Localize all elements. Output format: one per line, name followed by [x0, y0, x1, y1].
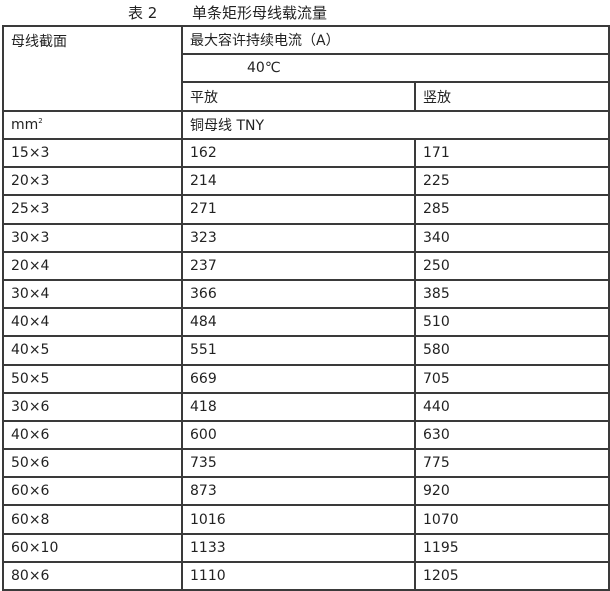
cell-size: 40×6 — [2, 419, 183, 451]
header-vertical: 竖放 — [413, 81, 610, 112]
table-row: 20×4 237 250 — [2, 250, 610, 281]
cell-size: 40×5 — [2, 335, 183, 366]
cell-size: 15×3 — [2, 137, 183, 169]
cell-vertical: 250 — [413, 250, 610, 281]
table-row: 50×6 735 775 — [2, 448, 610, 479]
cell-vertical: 775 — [413, 448, 610, 479]
table-title: 单条矩形母线载流量 — [192, 4, 328, 22]
header-unit: mm2 — [2, 110, 183, 140]
cell-flat: 418 — [181, 391, 416, 422]
table-row: 40×4 484 510 — [2, 307, 610, 338]
table-row: 60×10 1133 1195 — [2, 532, 610, 563]
cell-size: 30×3 — [2, 222, 183, 253]
cell-size: 50×6 — [2, 448, 183, 479]
cell-flat: 162 — [181, 137, 416, 169]
table-row: 30×4 366 385 — [2, 278, 610, 310]
unit-text: mm — [11, 117, 39, 133]
table-row: 80×6 1110 1205 — [2, 560, 610, 591]
cell-flat: 735 — [181, 448, 416, 479]
cell-vertical: 171 — [413, 137, 610, 169]
cell-vertical: 920 — [413, 476, 610, 507]
cell-vertical: 440 — [413, 391, 610, 422]
cell-flat: 323 — [181, 222, 416, 253]
header-material: 铜母线 TNY — [180, 110, 610, 140]
cell-vertical: 1195 — [413, 532, 610, 563]
cell-flat: 484 — [181, 307, 416, 338]
cell-flat: 551 — [181, 335, 416, 366]
cell-flat: 873 — [181, 476, 416, 507]
table-row: 30×3 323 340 — [2, 222, 610, 253]
cell-size: 20×4 — [2, 250, 183, 281]
cell-flat: 1016 — [181, 504, 416, 535]
table-row: 40×5 551 580 — [2, 335, 610, 366]
cell-flat: 1133 — [181, 532, 416, 563]
table-row: 15×3 162 171 — [2, 137, 610, 169]
cell-flat: 214 — [181, 166, 416, 197]
cell-size: 30×6 — [2, 391, 183, 422]
table-row: 30×6 418 440 — [2, 391, 610, 422]
cell-vertical: 285 — [413, 194, 610, 225]
cell-flat: 600 — [181, 419, 416, 451]
cell-flat: 669 — [181, 363, 416, 394]
table-row: 25×3 271 285 — [2, 194, 610, 225]
cell-vertical: 340 — [413, 222, 610, 253]
cell-vertical: 1070 — [413, 504, 610, 535]
cell-size: 60×8 — [2, 504, 183, 535]
cell-flat: 1110 — [181, 560, 416, 591]
cell-vertical: 705 — [413, 363, 610, 394]
cell-vertical: 385 — [413, 278, 610, 310]
cell-vertical: 225 — [413, 166, 610, 197]
cell-flat: 366 — [181, 278, 416, 310]
table-row: 60×6 873 920 — [2, 476, 610, 507]
header-section: 母线截面 — [2, 25, 183, 112]
cell-vertical: 510 — [413, 307, 610, 338]
busbar-ampacity-table: 母线截面 最大容许持续电流（A） 40℃ 平放 竖放 mm2 铜母线 TNY 1… — [2, 25, 610, 591]
cell-size: 40×4 — [2, 307, 183, 338]
unit-superscript: 2 — [38, 117, 43, 125]
cell-size: 60×10 — [2, 532, 183, 563]
cell-size: 20×3 — [2, 166, 183, 197]
cell-size: 80×6 — [2, 560, 183, 591]
cell-flat: 271 — [181, 194, 416, 225]
table-number: 表 2 — [128, 4, 158, 22]
header-flat: 平放 — [181, 81, 416, 112]
cell-size: 30×4 — [2, 278, 183, 310]
header-temperature: 40℃ — [180, 53, 610, 83]
cell-flat: 237 — [181, 250, 416, 281]
table-row: 40×6 600 630 — [2, 419, 610, 451]
cell-size: 60×6 — [2, 476, 183, 507]
cell-size: 25×3 — [2, 194, 183, 225]
table-caption: 表 2 单条矩形母线载流量 — [0, 2, 610, 22]
cell-vertical: 580 — [413, 335, 610, 366]
cell-vertical: 630 — [413, 419, 610, 451]
cell-vertical: 1205 — [413, 560, 610, 591]
header-current: 最大容许持续电流（A） — [180, 25, 610, 55]
table-row: 60×8 1016 1070 — [2, 504, 610, 535]
table-row: 20×3 214 225 — [2, 166, 610, 197]
table-row: 50×5 669 705 — [2, 363, 610, 394]
cell-size: 50×5 — [2, 363, 183, 394]
